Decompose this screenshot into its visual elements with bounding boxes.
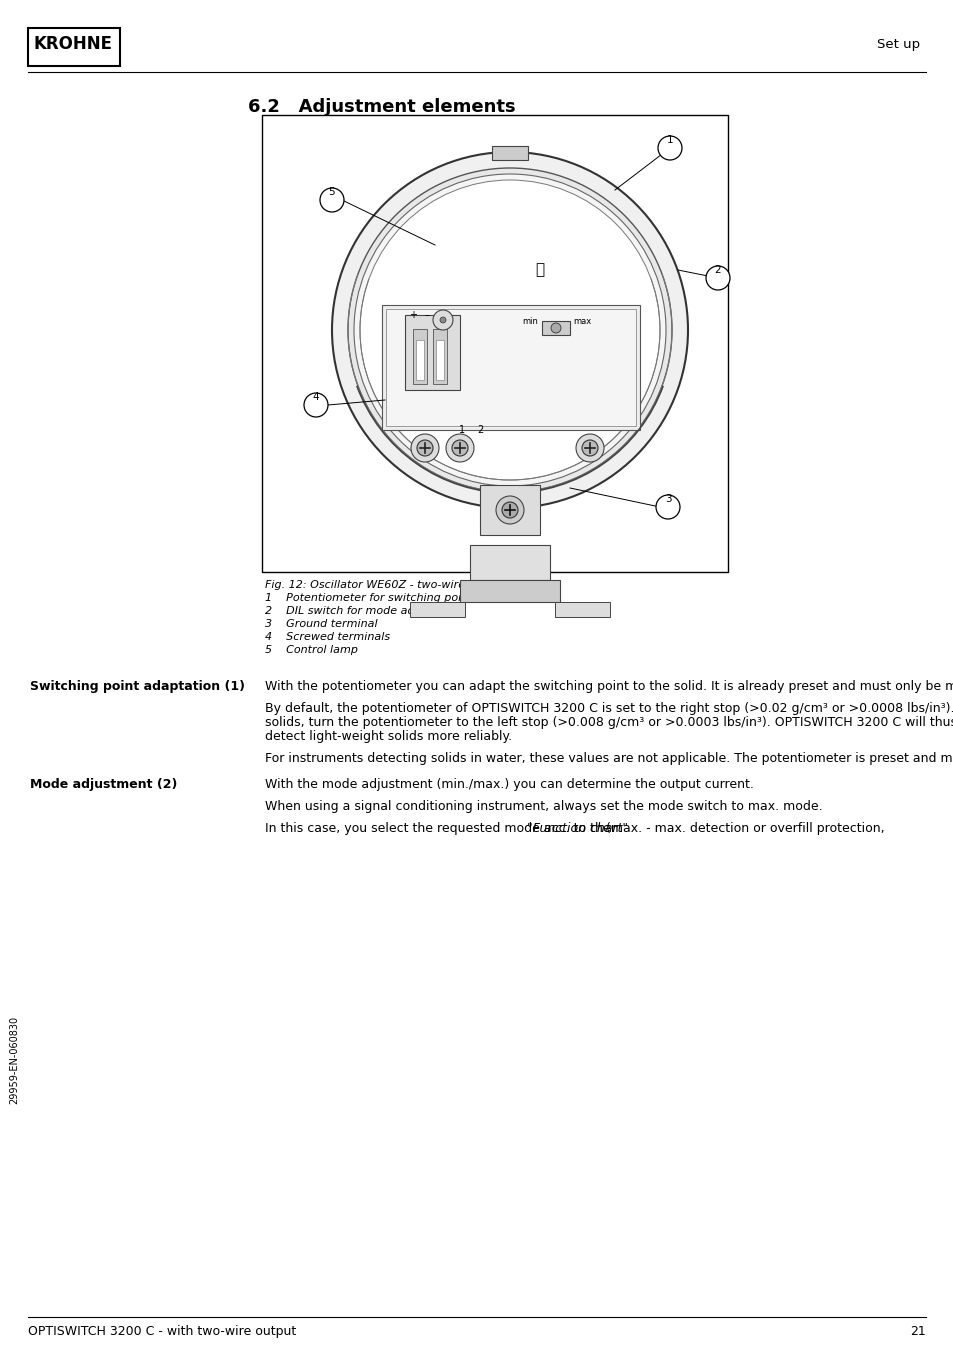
Bar [470,545,550,580]
Text: 3: 3 [664,493,671,504]
Circle shape [416,439,433,456]
Bar [416,339,423,380]
Text: 2: 2 [476,425,482,435]
Text: 21: 21 [909,1325,925,1338]
Circle shape [433,310,453,330]
Bar [413,329,427,384]
Text: 5    Control lamp: 5 Control lamp [265,645,357,654]
Bar [479,485,539,535]
Text: By default, the potentiometer of OPTISWITCH 3200 C is set to the right stop (>0.: By default, the potentiometer of OPTISWI… [265,702,953,715]
Bar [433,329,447,384]
Circle shape [354,174,665,485]
Bar [459,580,559,602]
Text: Fig. 12: Oscillator WE60Z - two-wire output: Fig. 12: Oscillator WE60Z - two-wire out… [265,580,505,589]
Circle shape [551,323,560,333]
Circle shape [348,168,671,492]
Circle shape [452,439,468,456]
Text: Ⓗ: Ⓗ [535,262,544,277]
Bar [436,339,443,380]
Circle shape [576,434,603,462]
Circle shape [332,151,687,508]
Circle shape [501,502,517,518]
Text: 4    Screwed terminals: 4 Screwed terminals [265,631,390,642]
Bar [28,28,120,66]
Circle shape [446,434,474,462]
Bar [410,602,464,617]
Text: 1    Potentiometer for switching point adaptation: 1 Potentiometer for switching point adap… [265,594,536,603]
Text: +: + [409,310,416,320]
Circle shape [658,137,681,160]
Text: 1: 1 [666,135,673,145]
Text: max: max [573,316,591,326]
Text: OPTISWITCH 3200 C - with two-wire output: OPTISWITCH 3200 C - with two-wire output [28,1325,296,1338]
Bar [492,146,527,160]
Text: With the mode adjustment (min./max.) you can determine the output current.: With the mode adjustment (min./max.) you… [265,777,753,791]
Circle shape [705,266,729,289]
Text: 3    Ground terminal: 3 Ground terminal [265,619,377,629]
Text: 5: 5 [329,187,335,197]
Text: 6.2   Adjustment elements: 6.2 Adjustment elements [248,97,515,116]
Text: (max. - max. detection or overfill protection,: (max. - max. detection or overfill prote… [601,822,883,836]
Circle shape [304,393,328,416]
Text: KROHNE: KROHNE [34,35,112,53]
Text: solids, turn the potentiometer to the left stop (>0.008 g/cm³ or >0.0003 lbs/in³: solids, turn the potentiometer to the le… [265,717,953,729]
Circle shape [411,434,438,462]
Text: min: min [521,316,537,326]
Circle shape [439,316,446,323]
Circle shape [496,496,523,525]
Text: With the potentiometer you can adapt the switching point to the solid. It is alr: With the potentiometer you can adapt the… [265,680,953,694]
Bar [555,602,609,617]
Bar [405,315,459,389]
Circle shape [319,188,344,212]
Bar [541,320,569,335]
Text: Switching point adaptation (1): Switching point adaptation (1) [30,680,245,694]
Text: 29959-EN-060830: 29959-EN-060830 [9,1015,19,1105]
Text: detect light-weight solids more reliably.: detect light-weight solids more reliably… [265,730,512,744]
Text: 2: 2 [714,265,720,274]
Bar [262,115,727,572]
Text: "Function chart": "Function chart" [526,822,627,836]
Text: Mode adjustment (2): Mode adjustment (2) [30,777,177,791]
Circle shape [656,495,679,519]
Text: 1: 1 [458,425,464,435]
Text: In this case, you select the requested mode acc. to the: In this case, you select the requested m… [265,822,614,836]
Text: Set up: Set up [876,38,919,51]
Circle shape [581,439,598,456]
Circle shape [359,180,659,480]
Text: –: – [424,310,429,320]
Text: When using a signal conditioning instrument, always set the mode switch to max. : When using a signal conditioning instrum… [265,800,821,813]
Bar [386,310,636,426]
Bar [381,306,639,430]
Text: 2    DIL switch for mode adjustment: 2 DIL switch for mode adjustment [265,606,463,617]
Text: 4: 4 [313,392,319,402]
Text: For instruments detecting solids in water, these values are not applicable. The : For instruments detecting solids in wate… [265,752,953,765]
